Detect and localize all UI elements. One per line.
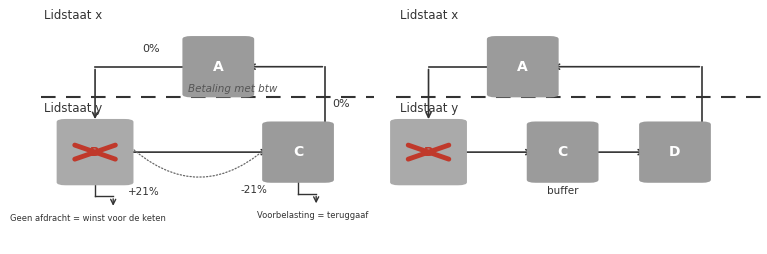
FancyBboxPatch shape xyxy=(57,119,133,185)
Text: C: C xyxy=(558,145,568,159)
Text: Lidstaat y: Lidstaat y xyxy=(44,102,103,115)
Text: B: B xyxy=(91,146,100,158)
Text: Lidstaat y: Lidstaat y xyxy=(400,102,458,115)
FancyArrowPatch shape xyxy=(124,139,276,177)
Text: 0%: 0% xyxy=(332,99,350,109)
Text: Voorbelasting = teruggaaf: Voorbelasting = teruggaaf xyxy=(257,211,368,220)
FancyBboxPatch shape xyxy=(390,119,467,185)
Text: Lidstaat x: Lidstaat x xyxy=(44,9,103,22)
FancyBboxPatch shape xyxy=(262,121,334,183)
FancyBboxPatch shape xyxy=(487,36,558,97)
FancyBboxPatch shape xyxy=(527,121,598,183)
Text: +21%: +21% xyxy=(128,187,160,197)
Text: buffer: buffer xyxy=(547,186,578,196)
FancyBboxPatch shape xyxy=(639,121,711,183)
Text: C: C xyxy=(293,145,303,159)
Text: -21%: -21% xyxy=(240,185,267,195)
Text: D: D xyxy=(670,145,681,159)
Text: 0%: 0% xyxy=(143,44,160,54)
Text: Betaling met btw: Betaling met btw xyxy=(188,84,278,94)
Text: A: A xyxy=(213,60,224,74)
Text: Geen afdracht = winst voor de keten: Geen afdracht = winst voor de keten xyxy=(10,214,166,223)
FancyBboxPatch shape xyxy=(183,36,254,97)
Text: A: A xyxy=(518,60,528,74)
Text: Lidstaat x: Lidstaat x xyxy=(400,9,458,22)
Text: B: B xyxy=(424,146,433,158)
